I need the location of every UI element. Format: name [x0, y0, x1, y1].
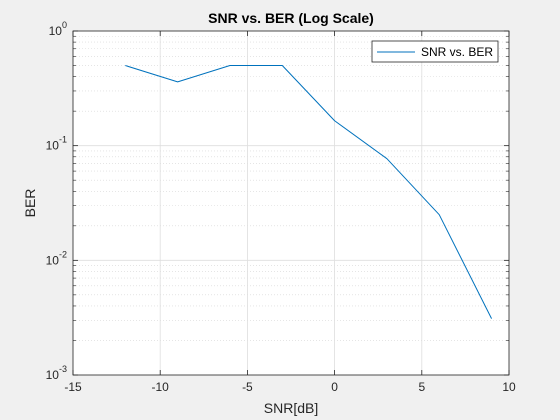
- legend-entry: SNR vs. BER: [421, 45, 493, 59]
- legend[interactable]: SNR vs. BER: [371, 40, 499, 63]
- x-tick-label: -10: [152, 380, 170, 394]
- x-tick-label: 0: [331, 380, 338, 394]
- series-line-snr-vs-ber: [125, 65, 493, 319]
- x-tick-label: 10: [502, 380, 516, 394]
- axes-box: [72, 30, 510, 376]
- y-tick-labels: 10-3 10-2 10-1 100: [46, 20, 67, 382]
- plot-area: [73, 31, 509, 375]
- x-tick-labels: -15 -10 -5 0 5 10: [64, 380, 516, 394]
- legend-box: [371, 40, 499, 63]
- x-tick-label: -15: [64, 380, 82, 394]
- x-tick-label: -5: [242, 380, 253, 394]
- series-layer: [125, 65, 493, 319]
- x-axis-label: SNR[dB]: [264, 400, 318, 416]
- y-tick-label: 100: [49, 20, 67, 38]
- y-tick-label: 10-3: [46, 364, 67, 382]
- y-tick-label: 10-1: [46, 135, 67, 153]
- y-axis-label: BER: [22, 189, 38, 218]
- tick-marks: [72, 30, 510, 376]
- y-tick-label: 10-2: [46, 249, 67, 267]
- chart-title: SNR vs. BER (Log Scale): [208, 10, 374, 26]
- x-tick-label: 5: [418, 380, 425, 394]
